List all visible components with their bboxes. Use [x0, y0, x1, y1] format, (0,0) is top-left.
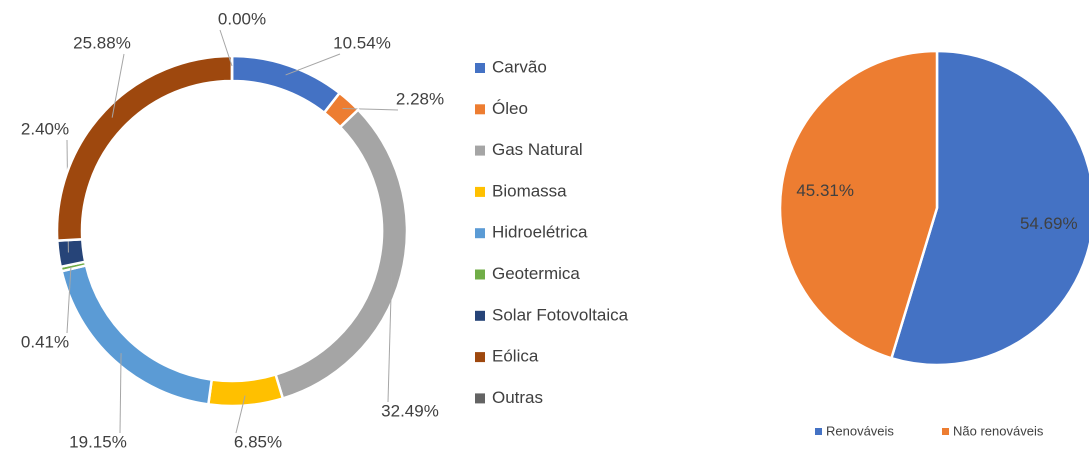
legend-swatch [475, 186, 485, 197]
donut-segment [206, 372, 285, 408]
data-label: 32.49% [381, 401, 439, 420]
legend-label: Solar Fotovoltaica [492, 305, 629, 324]
legend-label: Carvão [492, 57, 547, 76]
donut-segment [60, 263, 214, 406]
legend-swatch [475, 145, 485, 156]
legend-swatch [475, 269, 485, 280]
legend-label: Outras [492, 388, 543, 407]
legend-label: Hidroelétrica [492, 223, 588, 242]
data-label: 25.88% [73, 33, 131, 52]
legend-label: Biomassa [492, 181, 567, 200]
legend-swatch [475, 352, 485, 363]
pie-slice [778, 49, 939, 360]
legend-swatch [815, 428, 822, 435]
leader-line [219, 29, 233, 67]
legend-label: Renováveis [826, 423, 894, 438]
leader-line [387, 272, 393, 403]
legend-swatch [475, 393, 485, 404]
legend-swatch [475, 310, 485, 321]
legend-swatch [475, 228, 485, 239]
data-label: 54.69% [1020, 214, 1078, 233]
leader-line [285, 53, 341, 76]
leader-line [342, 107, 399, 111]
leader-line [66, 266, 72, 334]
legend-swatch [942, 428, 949, 435]
legend-label: Gas Natural [492, 140, 583, 159]
donut-segment [274, 108, 409, 401]
leader-line [119, 353, 122, 434]
pie-slice [889, 49, 1089, 367]
leader-line [111, 53, 125, 118]
data-label: 2.28% [396, 89, 444, 108]
legend-swatch [475, 104, 485, 115]
data-label: 45.31% [796, 181, 854, 200]
legend-label: Óleo [492, 99, 528, 118]
legend-label: Geotermica [492, 264, 580, 283]
leader-line [235, 395, 246, 434]
data-label: 6.85% [234, 432, 282, 451]
data-label: 19.15% [69, 432, 127, 451]
donut-segment [230, 54, 342, 115]
donut-segment [55, 237, 87, 269]
data-label: 10.54% [333, 33, 391, 52]
donut-segment [55, 54, 234, 242]
data-label: 0.41% [21, 332, 69, 351]
data-label: 0.00% [218, 9, 266, 28]
data-label: 2.40% [21, 119, 69, 138]
legend-swatch [475, 63, 485, 73]
legend-label: Eólica [492, 347, 539, 366]
legend-label: Não renováveis [953, 423, 1044, 438]
